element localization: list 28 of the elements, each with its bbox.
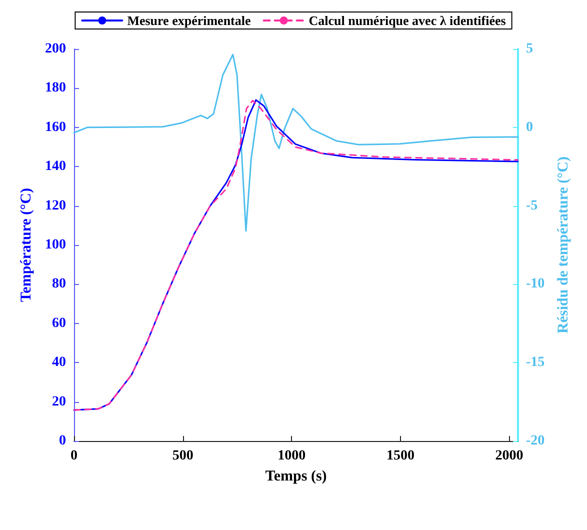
y2-tick-label: -10 (526, 276, 545, 292)
y2-tick-label: -5 (526, 198, 538, 214)
y2-axis-title: Résidu de température (°C) (556, 156, 572, 334)
y-tick-label: 140 (45, 159, 66, 174)
x-axis-title: Temps (s) (265, 468, 327, 484)
y-tick-label: 40 (52, 355, 66, 370)
y-tick-label: 80 (52, 276, 66, 292)
y-tick-label: 60 (52, 316, 66, 331)
x-tick-label: 2000 (495, 448, 524, 464)
y-tick-label: 180 (45, 80, 66, 96)
x-tick-label: 0 (70, 448, 78, 464)
x-tick-label: 500 (172, 448, 194, 464)
line-series (73, 54, 519, 232)
y2-tick-label: -15 (526, 355, 545, 370)
x-tick-label: 1500 (386, 448, 414, 464)
y-tick-label: 160 (45, 120, 66, 135)
legend-label: Calcul numérique avec λ identifiées (308, 13, 506, 28)
y2-tick-label: 0 (526, 120, 533, 135)
legend-label: Mesure expérimentale (127, 13, 251, 28)
y2-tick-label: -20 (526, 434, 545, 448)
y-axis-title: Température (°C) (18, 188, 35, 302)
y-tick-label: 20 (52, 394, 66, 410)
y-tick-label: 200 (45, 42, 66, 56)
y-tick-label: 100 (45, 238, 66, 252)
y-tick-label: 120 (45, 198, 66, 214)
y-tick-label: 0 (59, 434, 66, 448)
y2-tick-label: 5 (526, 42, 533, 56)
x-tick-label: 1000 (278, 448, 306, 464)
